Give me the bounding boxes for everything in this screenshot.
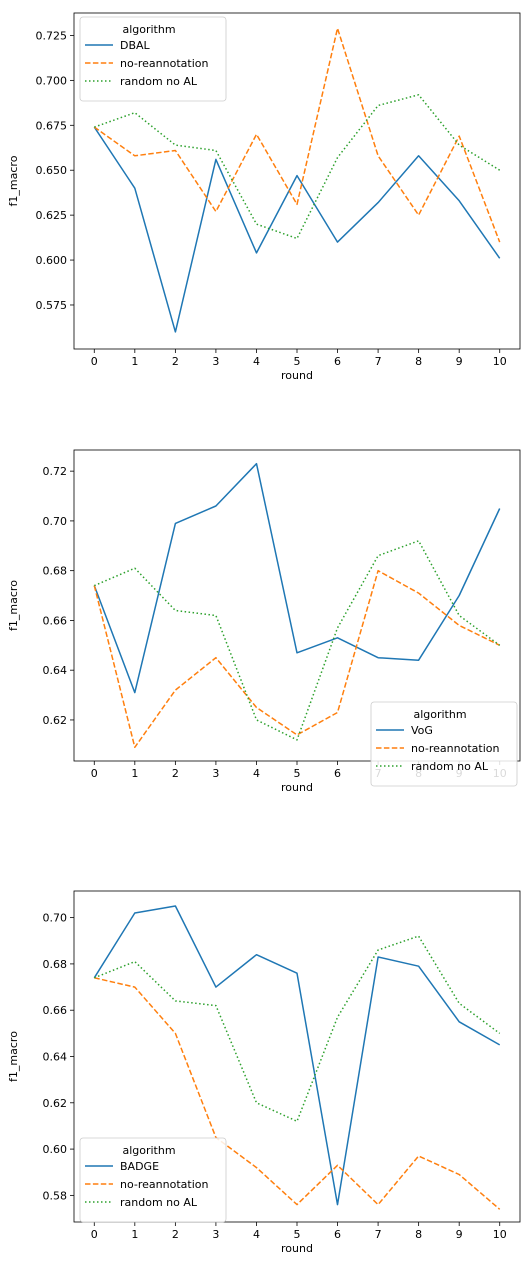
series-line-no-reannotation <box>93 27 501 243</box>
x-tick-label: 4 <box>253 767 260 780</box>
legend: algorithm VoG no-reannotation random no AL <box>370 701 518 787</box>
x-tick-label: 0 <box>91 1228 98 1241</box>
x-tick-label: 2 <box>172 1228 179 1241</box>
x-tick-label: 1 <box>131 767 138 780</box>
y-tick-label: 0.62 <box>43 714 68 727</box>
y-tick-label: 0.64 <box>43 664 68 677</box>
y-tick-label: 0.66 <box>43 1004 68 1017</box>
y-tick-label: 0.725 <box>36 29 68 42</box>
x-tick-label: 4 <box>253 1228 260 1241</box>
y-tick-label: 0.68 <box>43 958 68 971</box>
x-tick-label: 9 <box>456 355 463 368</box>
legend-entry-label: DBAL <box>120 39 151 52</box>
legend: algorithm BADGE no-reannotation random no A… <box>79 1137 227 1223</box>
legend-box <box>79 1137 227 1223</box>
y-tick-label: 0.625 <box>36 209 68 222</box>
legend-entry-label: random no AL <box>411 760 489 773</box>
x-tick-label: 6 <box>334 355 341 368</box>
legend-entry-label: no-reannotation <box>411 742 499 755</box>
x-tick-label: 10 <box>493 1228 507 1241</box>
y-tick-label: 0.60 <box>43 1143 68 1156</box>
y-tick-label: 0.64 <box>43 1051 68 1064</box>
y-tick-label: 0.70 <box>43 515 68 528</box>
y-tick-label: 0.675 <box>36 119 68 132</box>
x-axis-label: round <box>281 1242 313 1255</box>
x-tick-label: 7 <box>375 1228 382 1241</box>
y-tick-label: 0.600 <box>36 254 68 267</box>
x-tick-label: 1 <box>131 1228 138 1241</box>
x-tick-label: 3 <box>212 1228 219 1241</box>
legend: algorithm DBAL no-reannotation random no AL <box>79 16 227 102</box>
legend-title: algorithm <box>122 1144 175 1157</box>
chart-2: 0123456789100.620.640.660.680.700.72roun… <box>7 449 521 794</box>
x-tick-label: 4 <box>253 355 260 368</box>
x-tick-label: 7 <box>375 355 382 368</box>
legend-entry-label: VoG <box>411 724 433 737</box>
series-line-vog <box>93 462 501 694</box>
x-tick-label: 0 <box>91 355 98 368</box>
x-tick-label: 6 <box>334 767 341 780</box>
legend-entry-label: random no AL <box>120 1196 198 1209</box>
x-tick-label: 2 <box>172 355 179 368</box>
series-line-dbal <box>93 126 501 333</box>
x-tick-label: 8 <box>415 1228 422 1241</box>
x-tick-label: 0 <box>91 767 98 780</box>
chart-3: 0 1 2 3 4 5 6 7 8 9 10 0.58 0.60 0.62 0.64 0.66 0.68 0.70… <box>7 890 521 1255</box>
y-tick-label: 0.68 <box>43 565 68 578</box>
x-axis-label: round <box>281 369 313 382</box>
legend-box <box>370 701 518 787</box>
x-tick-label: 3 <box>212 767 219 780</box>
legend-title: algorithm <box>122 23 175 36</box>
y-tick-label: 0.66 <box>43 614 68 627</box>
legend-entry-label: random no AL <box>120 75 198 88</box>
x-tick-label: 5 <box>294 1228 301 1241</box>
legend-entry-label: no-reannotation <box>120 1178 208 1191</box>
x-tick-label: 6 <box>334 1228 341 1241</box>
series-line-random-no-al <box>94 935 501 1123</box>
legend-title: algorithm <box>413 708 466 721</box>
y-tick-label: 0.62 <box>43 1097 68 1110</box>
x-tick-label: 10 <box>493 355 507 368</box>
x-tick-label: 3 <box>212 355 219 368</box>
series-line-random-no-al <box>94 540 501 741</box>
y-tick-label: 0.58 <box>43 1189 68 1202</box>
legend-box <box>79 16 227 102</box>
series-line-no-reannotation <box>93 569 501 749</box>
series-line-random-no-al <box>94 94 501 240</box>
y-axis-label: f1_macro <box>7 1031 20 1082</box>
y-axis-label: f1_macro <box>7 155 20 206</box>
y-tick-label: 0.700 <box>36 74 68 87</box>
y-tick-label: 0.72 <box>43 465 68 478</box>
x-axis-label: round <box>281 781 313 794</box>
y-tick-label: 0.650 <box>36 164 68 177</box>
series-line-no-reannotation <box>94 977 501 1210</box>
x-tick-label: 2 <box>172 767 179 780</box>
x-tick-label: 5 <box>294 355 301 368</box>
chart-1: 0 1 2 3 4 5 6 7 8 9 10 0.575 0.600 0.625 0.650 0.675 0.7… <box>7 12 521 382</box>
x-tick-label: 8 <box>415 355 422 368</box>
y-tick-label: 0.575 <box>36 299 68 312</box>
x-tick-label: 1 <box>131 355 138 368</box>
x-tick-label: 9 <box>456 1228 463 1241</box>
legend-entry-label: no-reannotation <box>120 57 208 70</box>
series-line-badge <box>93 905 501 1206</box>
x-tick-label: 5 <box>294 767 301 780</box>
legend-entry-label: BADGE <box>120 1160 159 1173</box>
y-tick-label: 0.70 <box>43 912 68 925</box>
y-axis-label: f1_macro <box>7 580 20 631</box>
